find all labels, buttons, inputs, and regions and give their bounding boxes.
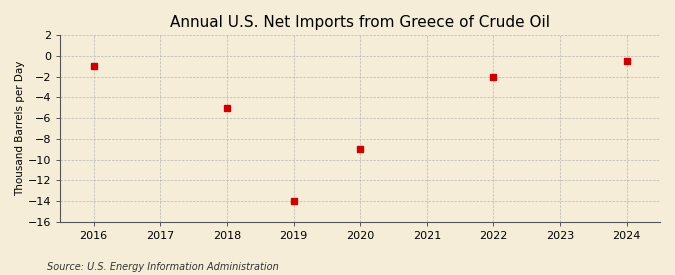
Y-axis label: Thousand Barrels per Day: Thousand Barrels per Day: [15, 61, 25, 196]
Text: Source: U.S. Energy Information Administration: Source: U.S. Energy Information Administ…: [47, 262, 279, 272]
Title: Annual U.S. Net Imports from Greece of Crude Oil: Annual U.S. Net Imports from Greece of C…: [170, 15, 550, 30]
